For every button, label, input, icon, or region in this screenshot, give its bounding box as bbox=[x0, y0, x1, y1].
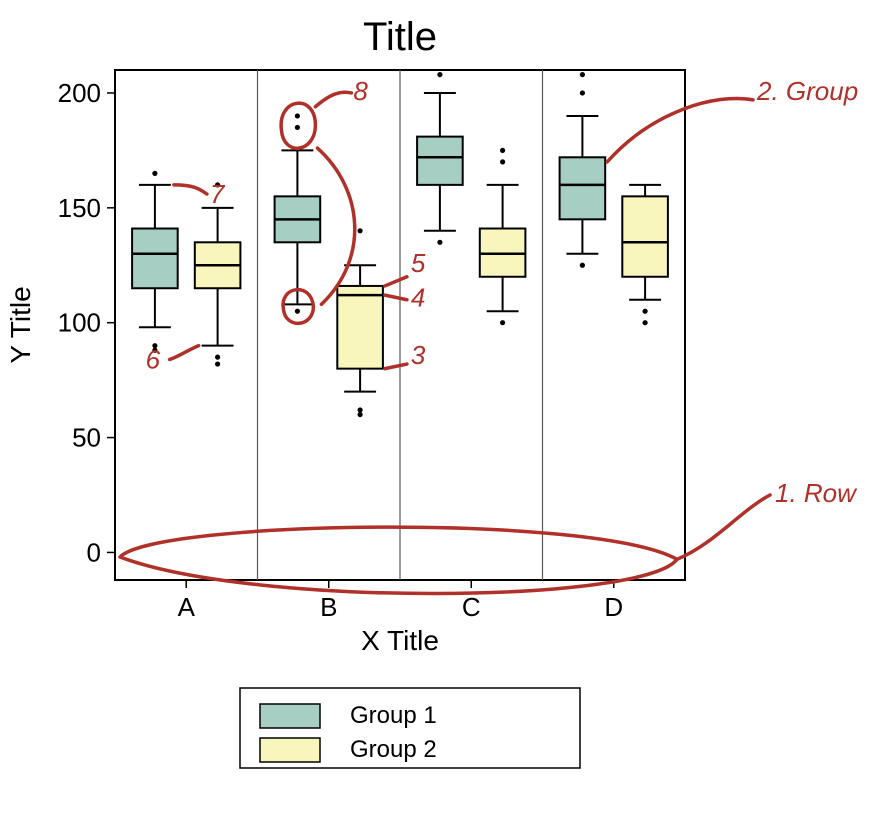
annotation-label: 5 bbox=[411, 248, 426, 278]
legend-label: Group 2 bbox=[350, 736, 437, 763]
outlier-point bbox=[215, 361, 220, 366]
outlier-point bbox=[580, 72, 585, 77]
legend-swatch bbox=[260, 704, 320, 728]
boxplot-chart: Title 0 50 100 150 200 Y Title A B C D X Title Group… bbox=[0, 0, 886, 837]
annotation-label: 4 bbox=[411, 283, 425, 313]
box bbox=[417, 137, 463, 185]
annotation-label: 3 bbox=[411, 340, 426, 370]
outlier-point bbox=[437, 240, 442, 245]
y-tick-label: 200 bbox=[58, 78, 101, 108]
outlier-point bbox=[500, 148, 505, 153]
y-tick-label: 50 bbox=[72, 423, 101, 453]
box bbox=[622, 196, 668, 276]
box bbox=[337, 286, 383, 369]
outlier-point bbox=[580, 90, 585, 95]
y-tick-label: 150 bbox=[58, 193, 101, 223]
box bbox=[132, 229, 178, 289]
outlier-point bbox=[437, 72, 442, 77]
x-tick-label: D bbox=[604, 592, 623, 622]
box bbox=[560, 157, 606, 219]
chart-title: Title bbox=[363, 15, 437, 59]
annotation-label: 8 bbox=[353, 76, 368, 106]
y-axis-label: Y Title bbox=[5, 286, 36, 363]
x-tick-label: C bbox=[462, 592, 481, 622]
annotation-label: 1. Row bbox=[775, 478, 858, 508]
x-axis-label: X Title bbox=[361, 625, 439, 656]
outlier-point bbox=[643, 320, 648, 325]
outlier-point bbox=[500, 320, 505, 325]
outlier-point bbox=[295, 113, 300, 118]
outlier-point bbox=[295, 309, 300, 314]
y-tick-label: 0 bbox=[87, 537, 101, 567]
y-tick-label: 100 bbox=[58, 308, 101, 338]
outlier-point bbox=[500, 159, 505, 164]
legend-swatch bbox=[260, 738, 320, 762]
annotation-label: 7 bbox=[210, 179, 226, 209]
outlier-point bbox=[358, 412, 363, 417]
outlier-point bbox=[358, 228, 363, 233]
legend-label: Group 1 bbox=[350, 702, 437, 729]
x-tick-label: A bbox=[178, 592, 196, 622]
outlier-point bbox=[215, 355, 220, 360]
outlier-point bbox=[152, 171, 157, 176]
annotation-label: 6 bbox=[146, 345, 161, 375]
x-tick-label: B bbox=[320, 592, 337, 622]
outlier-point bbox=[295, 125, 300, 130]
outlier-point bbox=[358, 407, 363, 412]
annotation-label: 2. Group bbox=[756, 76, 858, 106]
outlier-point bbox=[643, 309, 648, 314]
outlier-point bbox=[580, 263, 585, 268]
